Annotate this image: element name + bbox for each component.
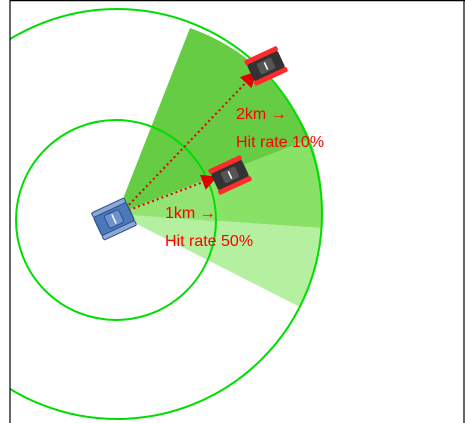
far-range-label: 2km → [236,106,287,123]
enemy-tank-icon [208,155,252,195]
near-hit-rate-label: Hit rate 50% [165,233,253,250]
sector-light [117,214,322,307]
enemy-tank-icon [244,46,288,86]
near-range-label: 1km → [165,205,216,222]
trajectory-far [121,71,257,213]
range-ring-1km [15,119,217,321]
range-ring-2km [10,8,323,420]
far-hit-rate-label: Hit rate 10% [236,134,324,151]
sector-mid-inner [117,178,218,222]
friendly-tank-icon [91,197,137,241]
trajectory-near [123,174,218,213]
